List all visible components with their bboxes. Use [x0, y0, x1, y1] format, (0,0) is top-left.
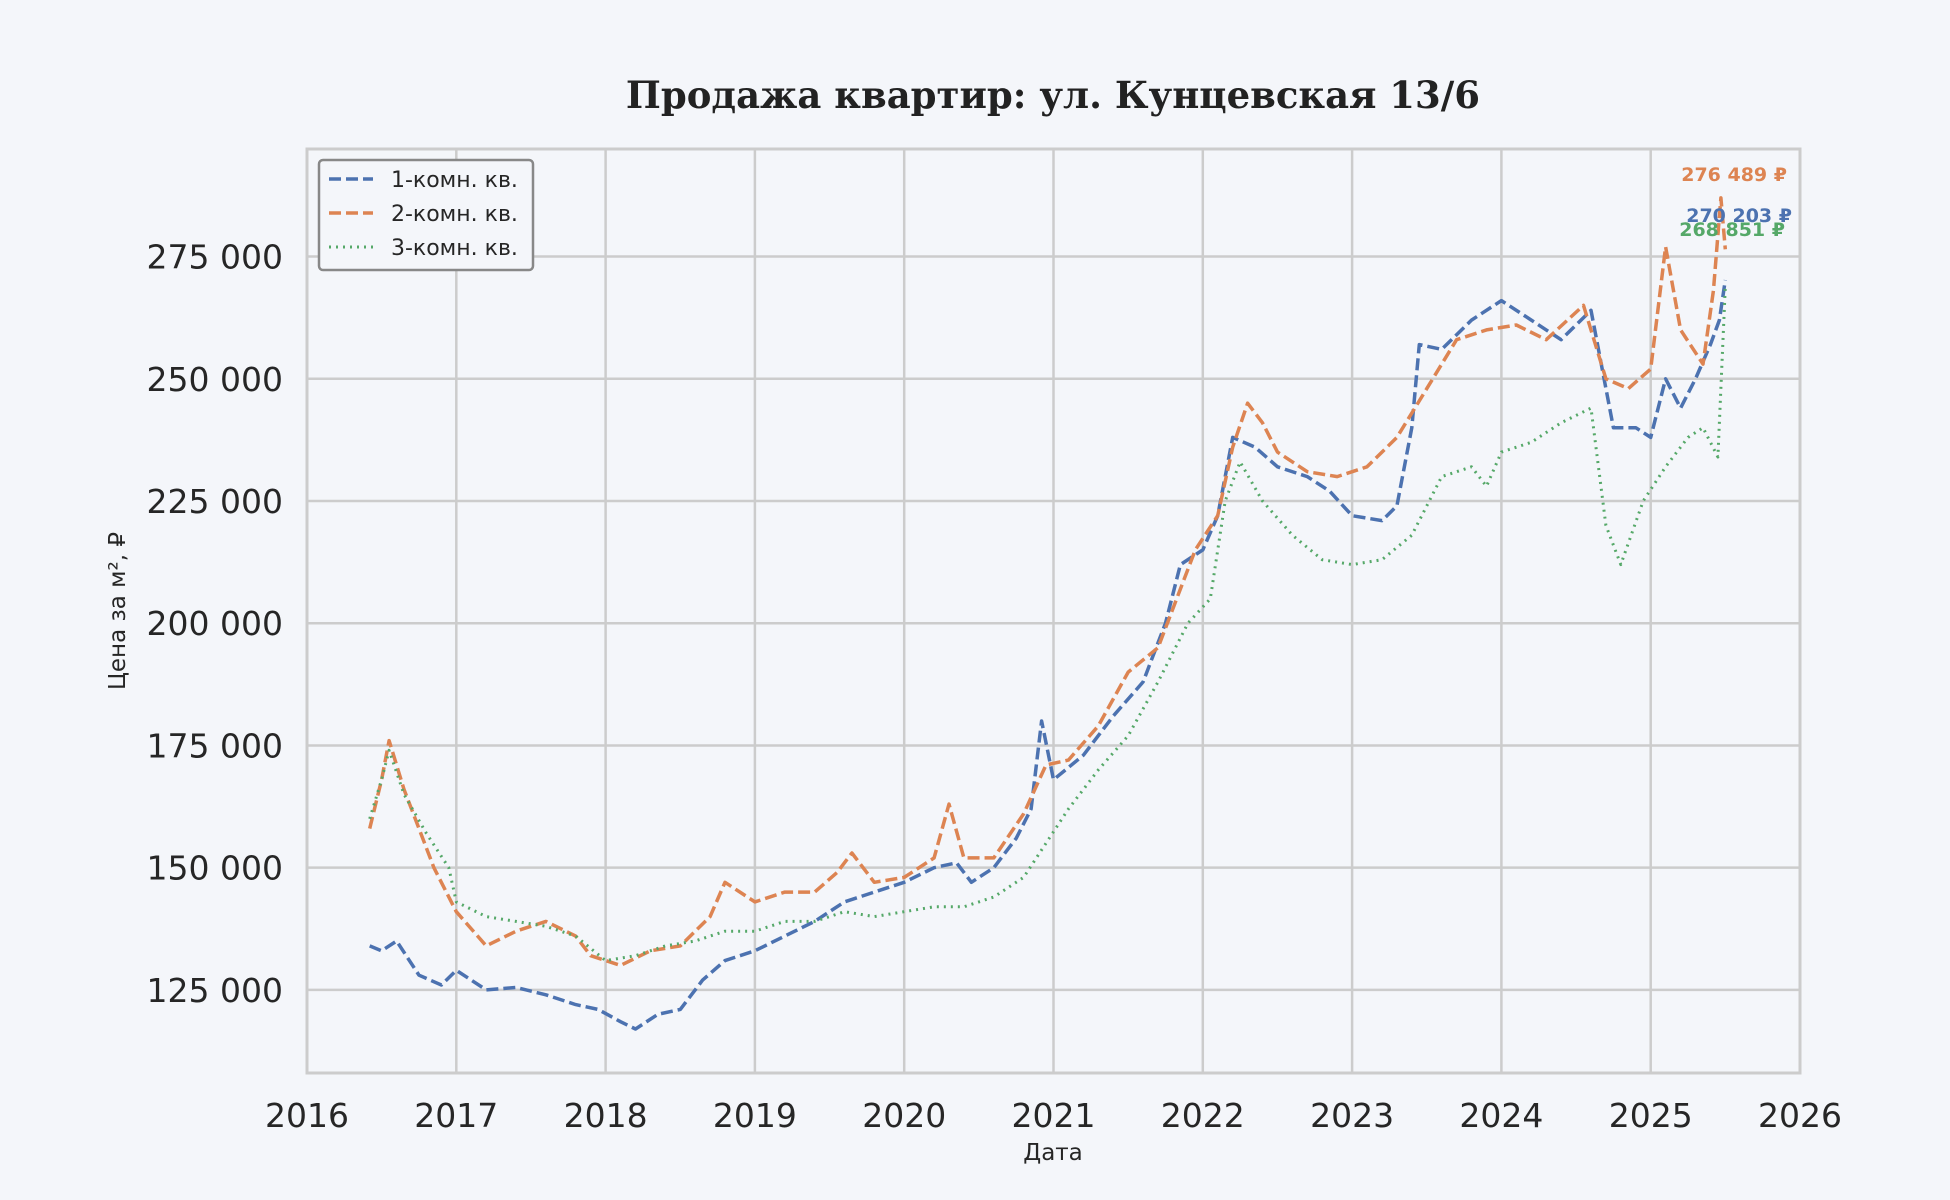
chart-title: Продажа квартир: ул. Кунцевская 13/6 [626, 73, 1480, 117]
x-tick-label: 2022 [1161, 1096, 1245, 1135]
tick-labels: 2016 2017 2018 2019 2020 2021 2022 2023 2024 2025… [147, 238, 1842, 1135]
x-tick-label: 2020 [862, 1096, 946, 1135]
x-tick-label: 2026 [1758, 1096, 1842, 1135]
x-tick-label: 2017 [414, 1096, 498, 1135]
series-line-3 [368, 286, 1727, 963]
x-tick-label: 2025 [1609, 1096, 1693, 1135]
series-lines [367, 196, 1728, 1031]
y-tick-label: 125 000 [147, 971, 283, 1010]
end-label-1room: 270 203 ₽ [1686, 205, 1792, 227]
y-axis-label: Цена за м², ₽ [105, 532, 131, 690]
legend-label-2: 2-комн. кв. [391, 202, 518, 227]
x-tick-label: 2024 [1459, 1096, 1543, 1135]
y-tick-label: 250 000 [147, 360, 283, 399]
plot-frame [305, 147, 1802, 1075]
x-tick-label: 2023 [1310, 1096, 1394, 1135]
series-line-1 [369, 279, 1728, 1031]
y-tick-label: 150 000 [147, 849, 283, 888]
end-label-3room: 268 851 ₽ [1679, 219, 1785, 241]
x-tick-label: 2019 [713, 1096, 797, 1135]
y-tick-label: 225 000 [147, 482, 283, 521]
y-tick-label: 175 000 [147, 726, 283, 765]
x-tick-label: 2021 [1012, 1096, 1096, 1135]
x-tick-label: 2016 [265, 1096, 349, 1135]
legend-label-3: 3-комн. кв. [391, 236, 518, 261]
legend-label-1: 1-комн. кв. [391, 168, 518, 193]
legend-box [317, 158, 535, 272]
grid [305, 149, 1802, 1073]
x-axis-label: Дата [1023, 1140, 1083, 1166]
end-label-2room: 276 489 ₽ [1681, 164, 1787, 186]
y-tick-label: 275 000 [147, 238, 283, 277]
y-tick-label: 200 000 [147, 604, 283, 643]
legend: 1-комн. кв. 2-комн. кв. 3-комн. кв. [317, 158, 535, 272]
x-tick-label: 2018 [564, 1096, 648, 1135]
end-value-labels: 276 489 ₽ 270 203 ₽ 268 851 ₽ [1679, 164, 1792, 241]
